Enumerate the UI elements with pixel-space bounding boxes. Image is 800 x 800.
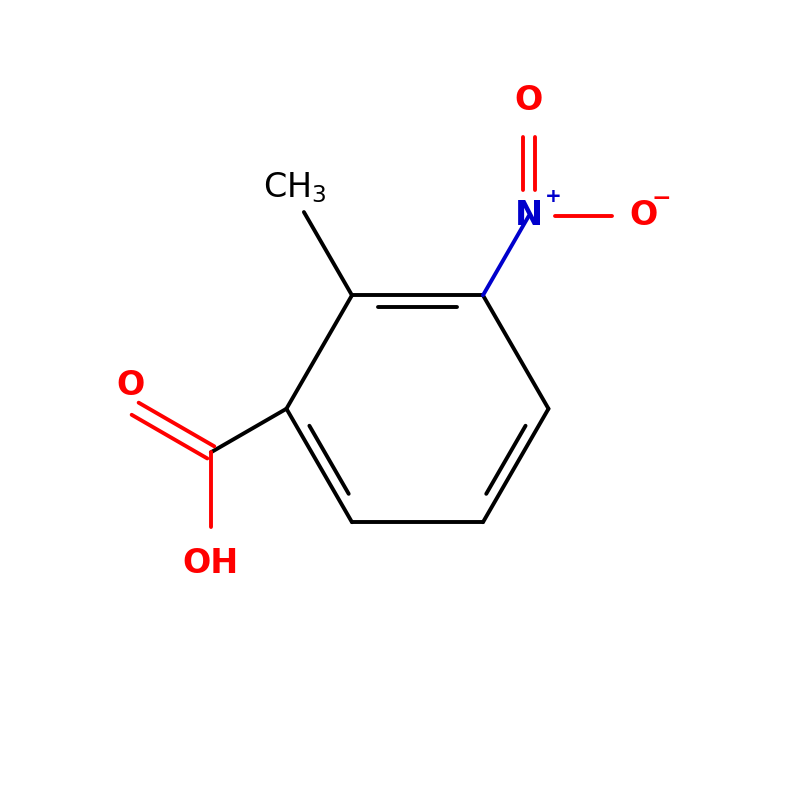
Text: OH: OH xyxy=(182,546,239,580)
Text: +: + xyxy=(545,187,562,206)
Text: N: N xyxy=(514,199,543,232)
Text: CH$_3$: CH$_3$ xyxy=(263,170,327,205)
Text: −: − xyxy=(652,187,671,210)
Text: O: O xyxy=(514,84,543,117)
Text: O: O xyxy=(630,199,658,232)
Text: O: O xyxy=(117,369,145,402)
